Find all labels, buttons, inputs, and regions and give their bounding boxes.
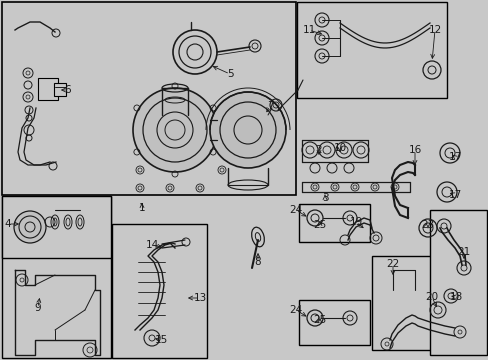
Text: 17: 17 bbox=[447, 190, 461, 200]
Text: 11: 11 bbox=[302, 25, 315, 35]
Text: 13: 13 bbox=[193, 293, 206, 303]
Text: 7: 7 bbox=[266, 101, 273, 111]
Circle shape bbox=[209, 92, 285, 168]
Text: 14: 14 bbox=[145, 240, 158, 250]
Bar bbox=[429, 210, 486, 355]
Text: 10: 10 bbox=[333, 143, 346, 153]
Bar bbox=[298, 204, 369, 242]
Text: 19: 19 bbox=[348, 217, 362, 227]
Circle shape bbox=[173, 30, 217, 74]
Bar bbox=[54, 83, 66, 96]
Text: 8: 8 bbox=[254, 257, 261, 267]
Text: 12: 12 bbox=[427, 25, 441, 35]
Bar bbox=[2, 196, 111, 358]
Bar bbox=[112, 224, 206, 358]
Text: 1: 1 bbox=[139, 203, 145, 213]
Bar bbox=[296, 2, 446, 98]
Text: 24: 24 bbox=[289, 305, 302, 315]
Text: 21: 21 bbox=[456, 247, 469, 257]
Text: 25: 25 bbox=[313, 315, 326, 325]
Text: 17: 17 bbox=[447, 152, 461, 162]
Text: 9: 9 bbox=[35, 303, 41, 313]
Circle shape bbox=[133, 88, 217, 172]
Text: 3: 3 bbox=[321, 193, 327, 203]
Text: 4: 4 bbox=[5, 219, 11, 229]
Text: 5: 5 bbox=[226, 69, 233, 79]
Text: 22: 22 bbox=[386, 259, 399, 269]
Text: 23: 23 bbox=[421, 220, 434, 230]
Text: 2: 2 bbox=[315, 145, 322, 155]
Text: 24: 24 bbox=[289, 205, 302, 215]
Bar bbox=[38, 78, 58, 100]
Text: 6: 6 bbox=[64, 85, 71, 95]
Text: 25: 25 bbox=[313, 220, 326, 230]
Text: 20: 20 bbox=[425, 292, 438, 302]
Bar bbox=[2, 2, 295, 195]
Bar bbox=[371, 256, 474, 350]
Text: 15: 15 bbox=[154, 335, 167, 345]
Text: 16: 16 bbox=[407, 145, 421, 155]
Circle shape bbox=[14, 211, 46, 243]
Bar bbox=[2, 196, 111, 258]
Bar bbox=[298, 300, 369, 345]
Text: 18: 18 bbox=[448, 292, 462, 302]
